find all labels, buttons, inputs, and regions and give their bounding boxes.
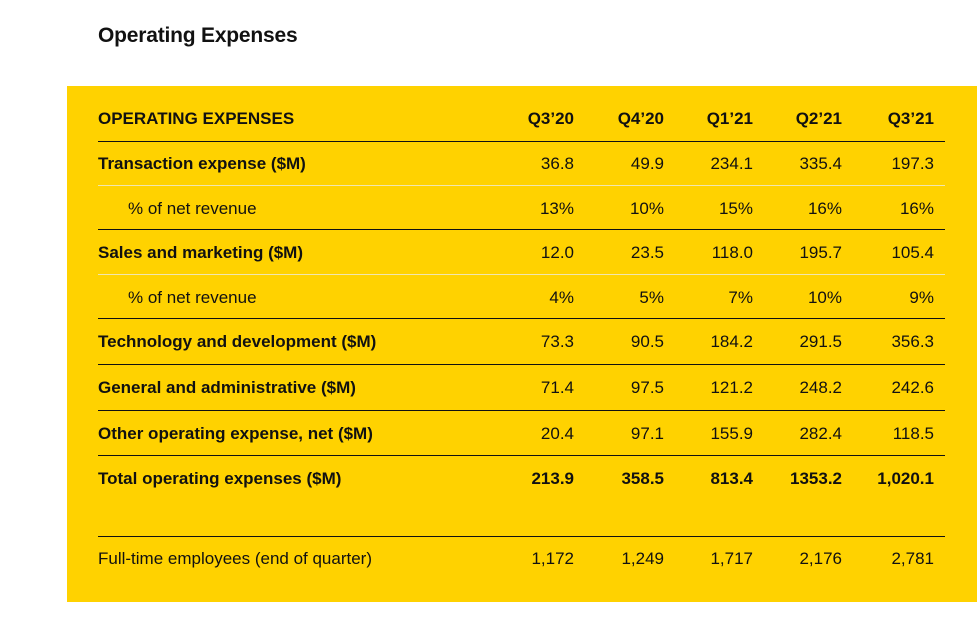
row-label: Total operating expenses ($M) — [98, 469, 342, 488]
cell-value: 12.0 — [540, 243, 574, 262]
cell-value: 335.4 — [799, 154, 842, 173]
row-label: Technology and development ($M) — [98, 332, 377, 351]
cell-value: 118.5 — [892, 424, 934, 443]
cell-value: 234.1 — [710, 154, 753, 173]
row-divider — [98, 318, 945, 319]
column-header-q3-20: Q3’20 — [527, 109, 574, 128]
cell-value: 813.4 — [710, 469, 753, 488]
cell-value: 1,172 — [531, 549, 574, 568]
cell-value: 73.3 — [540, 332, 574, 351]
cell-value: 90.5 — [630, 332, 664, 351]
cell-value: 2,176 — [799, 549, 842, 568]
cell-value: 10% — [629, 199, 664, 218]
cell-value: 97.1 — [630, 424, 664, 443]
cell-value: 1353.2 — [790, 469, 842, 488]
row-divider — [98, 185, 945, 186]
cell-value: 105.4 — [891, 243, 934, 262]
cell-value: 184.2 — [710, 332, 753, 351]
table-header-label: OPERATING EXPENSES — [98, 109, 295, 128]
row-label: General and administrative ($M) — [98, 378, 356, 397]
row-label: Other operating expense, net ($M) — [98, 424, 373, 443]
column-header-q1-21: Q1’21 — [706, 109, 753, 128]
cell-value: 213.9 — [531, 469, 574, 488]
cell-value: 1,020.1 — [877, 469, 934, 488]
row-label: % of net revenue — [128, 288, 257, 307]
cell-value: 97.5 — [630, 378, 664, 397]
cell-value: 2,781 — [891, 549, 934, 568]
cell-value: 10% — [807, 288, 842, 307]
cell-value: 15% — [718, 199, 753, 218]
row-divider — [98, 536, 945, 537]
cell-value: 49.9 — [630, 154, 664, 173]
cell-value: 20.4 — [540, 424, 574, 443]
header-divider — [98, 141, 945, 142]
page-title: Operating Expenses — [98, 24, 298, 47]
cell-value: 358.5 — [621, 469, 664, 488]
row-label: Transaction expense ($M) — [98, 154, 306, 173]
cell-value: 13% — [539, 199, 574, 218]
row-label: Full-time employees (end of quarter) — [98, 549, 373, 568]
cell-value: 356.3 — [891, 332, 934, 351]
column-header-q3-21: Q3’21 — [887, 109, 934, 128]
cell-value: 7% — [728, 288, 753, 307]
cell-value: 1,249 — [621, 549, 664, 568]
row-divider — [98, 274, 945, 275]
cell-value: 16% — [807, 199, 842, 218]
cell-value: 16% — [899, 199, 934, 218]
cell-value: 1,717 — [710, 549, 753, 568]
cell-value: 118.0 — [711, 243, 753, 262]
cell-value: 291.5 — [799, 332, 842, 351]
cell-value: 4% — [549, 288, 574, 307]
cell-value: 71.4 — [540, 378, 574, 397]
cell-value: 282.4 — [799, 424, 842, 443]
operating-expenses-panel: OPERATING EXPENSES Q3’20 Q4’20 Q1’21 Q2’… — [67, 86, 977, 602]
cell-value: 36.8 — [540, 154, 574, 173]
cell-value: 248.2 — [799, 378, 842, 397]
cell-value: 242.6 — [891, 378, 934, 397]
column-header-q4-20: Q4’20 — [617, 109, 664, 128]
row-divider — [98, 455, 945, 456]
cell-value: 9% — [909, 288, 934, 307]
row-label: % of net revenue — [128, 199, 257, 218]
cell-value: 195.7 — [799, 243, 842, 262]
row-label: Sales and marketing ($M) — [98, 243, 304, 262]
cell-value: 5% — [639, 288, 664, 307]
row-divider — [98, 364, 945, 365]
cell-value: 23.5 — [630, 243, 664, 262]
row-divider — [98, 410, 945, 411]
cell-value: 121.2 — [710, 378, 753, 397]
cell-value: 155.9 — [710, 424, 753, 443]
row-divider — [98, 229, 945, 230]
cell-value: 197.3 — [891, 154, 934, 173]
column-header-q2-21: Q2’21 — [795, 109, 842, 128]
